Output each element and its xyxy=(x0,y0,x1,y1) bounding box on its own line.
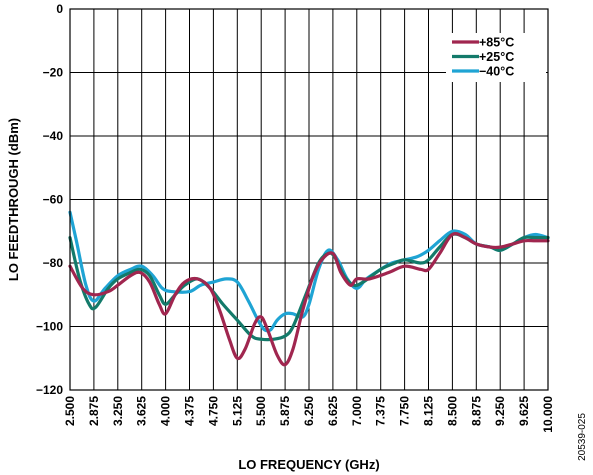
x-tick-label: 8.125 xyxy=(422,396,436,426)
y-tick-label: −120 xyxy=(36,383,63,397)
x-tick-label: 7.375 xyxy=(374,396,388,426)
y-axis-title: LO FEEDTHROUGH (dBm) xyxy=(6,118,21,281)
x-tick-label: 4.000 xyxy=(159,396,173,426)
x-tick-label: 9.250 xyxy=(493,396,507,426)
x-tick-label: 6.625 xyxy=(326,396,340,426)
series-line-85c xyxy=(68,231,550,367)
x-tick-label: 3.250 xyxy=(111,396,125,426)
x-tick-label: 7.750 xyxy=(398,396,412,426)
horizontal-gridlines xyxy=(70,72,548,327)
y-tick-label: 0 xyxy=(56,2,63,16)
x-tick-label: 8.500 xyxy=(445,396,459,426)
y-tick-label: −100 xyxy=(36,320,63,334)
x-tick-label: 2.875 xyxy=(87,396,101,426)
y-tick-label: −20 xyxy=(43,66,64,80)
x-tick-label: 5.500 xyxy=(254,396,268,426)
legend-label-85c: +85°C xyxy=(479,36,514,50)
x-tick-labels: 2.500 2.875 3.250 3.625 4.000 4.375 4.750 5.125… xyxy=(63,396,555,433)
x-tick-label: 7.000 xyxy=(350,396,364,426)
y-tick-label: −80 xyxy=(43,256,64,270)
x-tick-label: 8.875 xyxy=(469,396,483,426)
x-tick-label: 4.750 xyxy=(206,396,220,426)
y-tick-label: −60 xyxy=(43,193,64,207)
legend: +85°C +25°C −40°C xyxy=(446,33,546,82)
series-lines xyxy=(68,210,550,367)
x-axis-title: LO FREQUENCY (GHz) xyxy=(238,457,379,472)
legend-label-minus40c: −40°C xyxy=(479,65,514,79)
x-tick-label: 2.500 xyxy=(63,396,77,426)
y-tick-labels: 0 −20 −40 −60 −80 −100 −120 xyxy=(36,2,63,397)
y-tick-label: −40 xyxy=(43,129,64,143)
legend-label-25c: +25°C xyxy=(479,50,514,64)
x-tick-label: 10.000 xyxy=(541,396,555,433)
x-tick-label: 9.625 xyxy=(517,396,531,426)
figure-id: 20539-025 xyxy=(577,413,588,461)
x-tick-label: 5.125 xyxy=(230,396,244,426)
plot-frame xyxy=(69,8,549,391)
x-tick-label: 5.875 xyxy=(278,396,292,426)
x-tick-label: 4.375 xyxy=(183,396,197,426)
x-tick-label: 3.625 xyxy=(135,396,149,426)
x-tick-label: 6.250 xyxy=(302,396,316,426)
